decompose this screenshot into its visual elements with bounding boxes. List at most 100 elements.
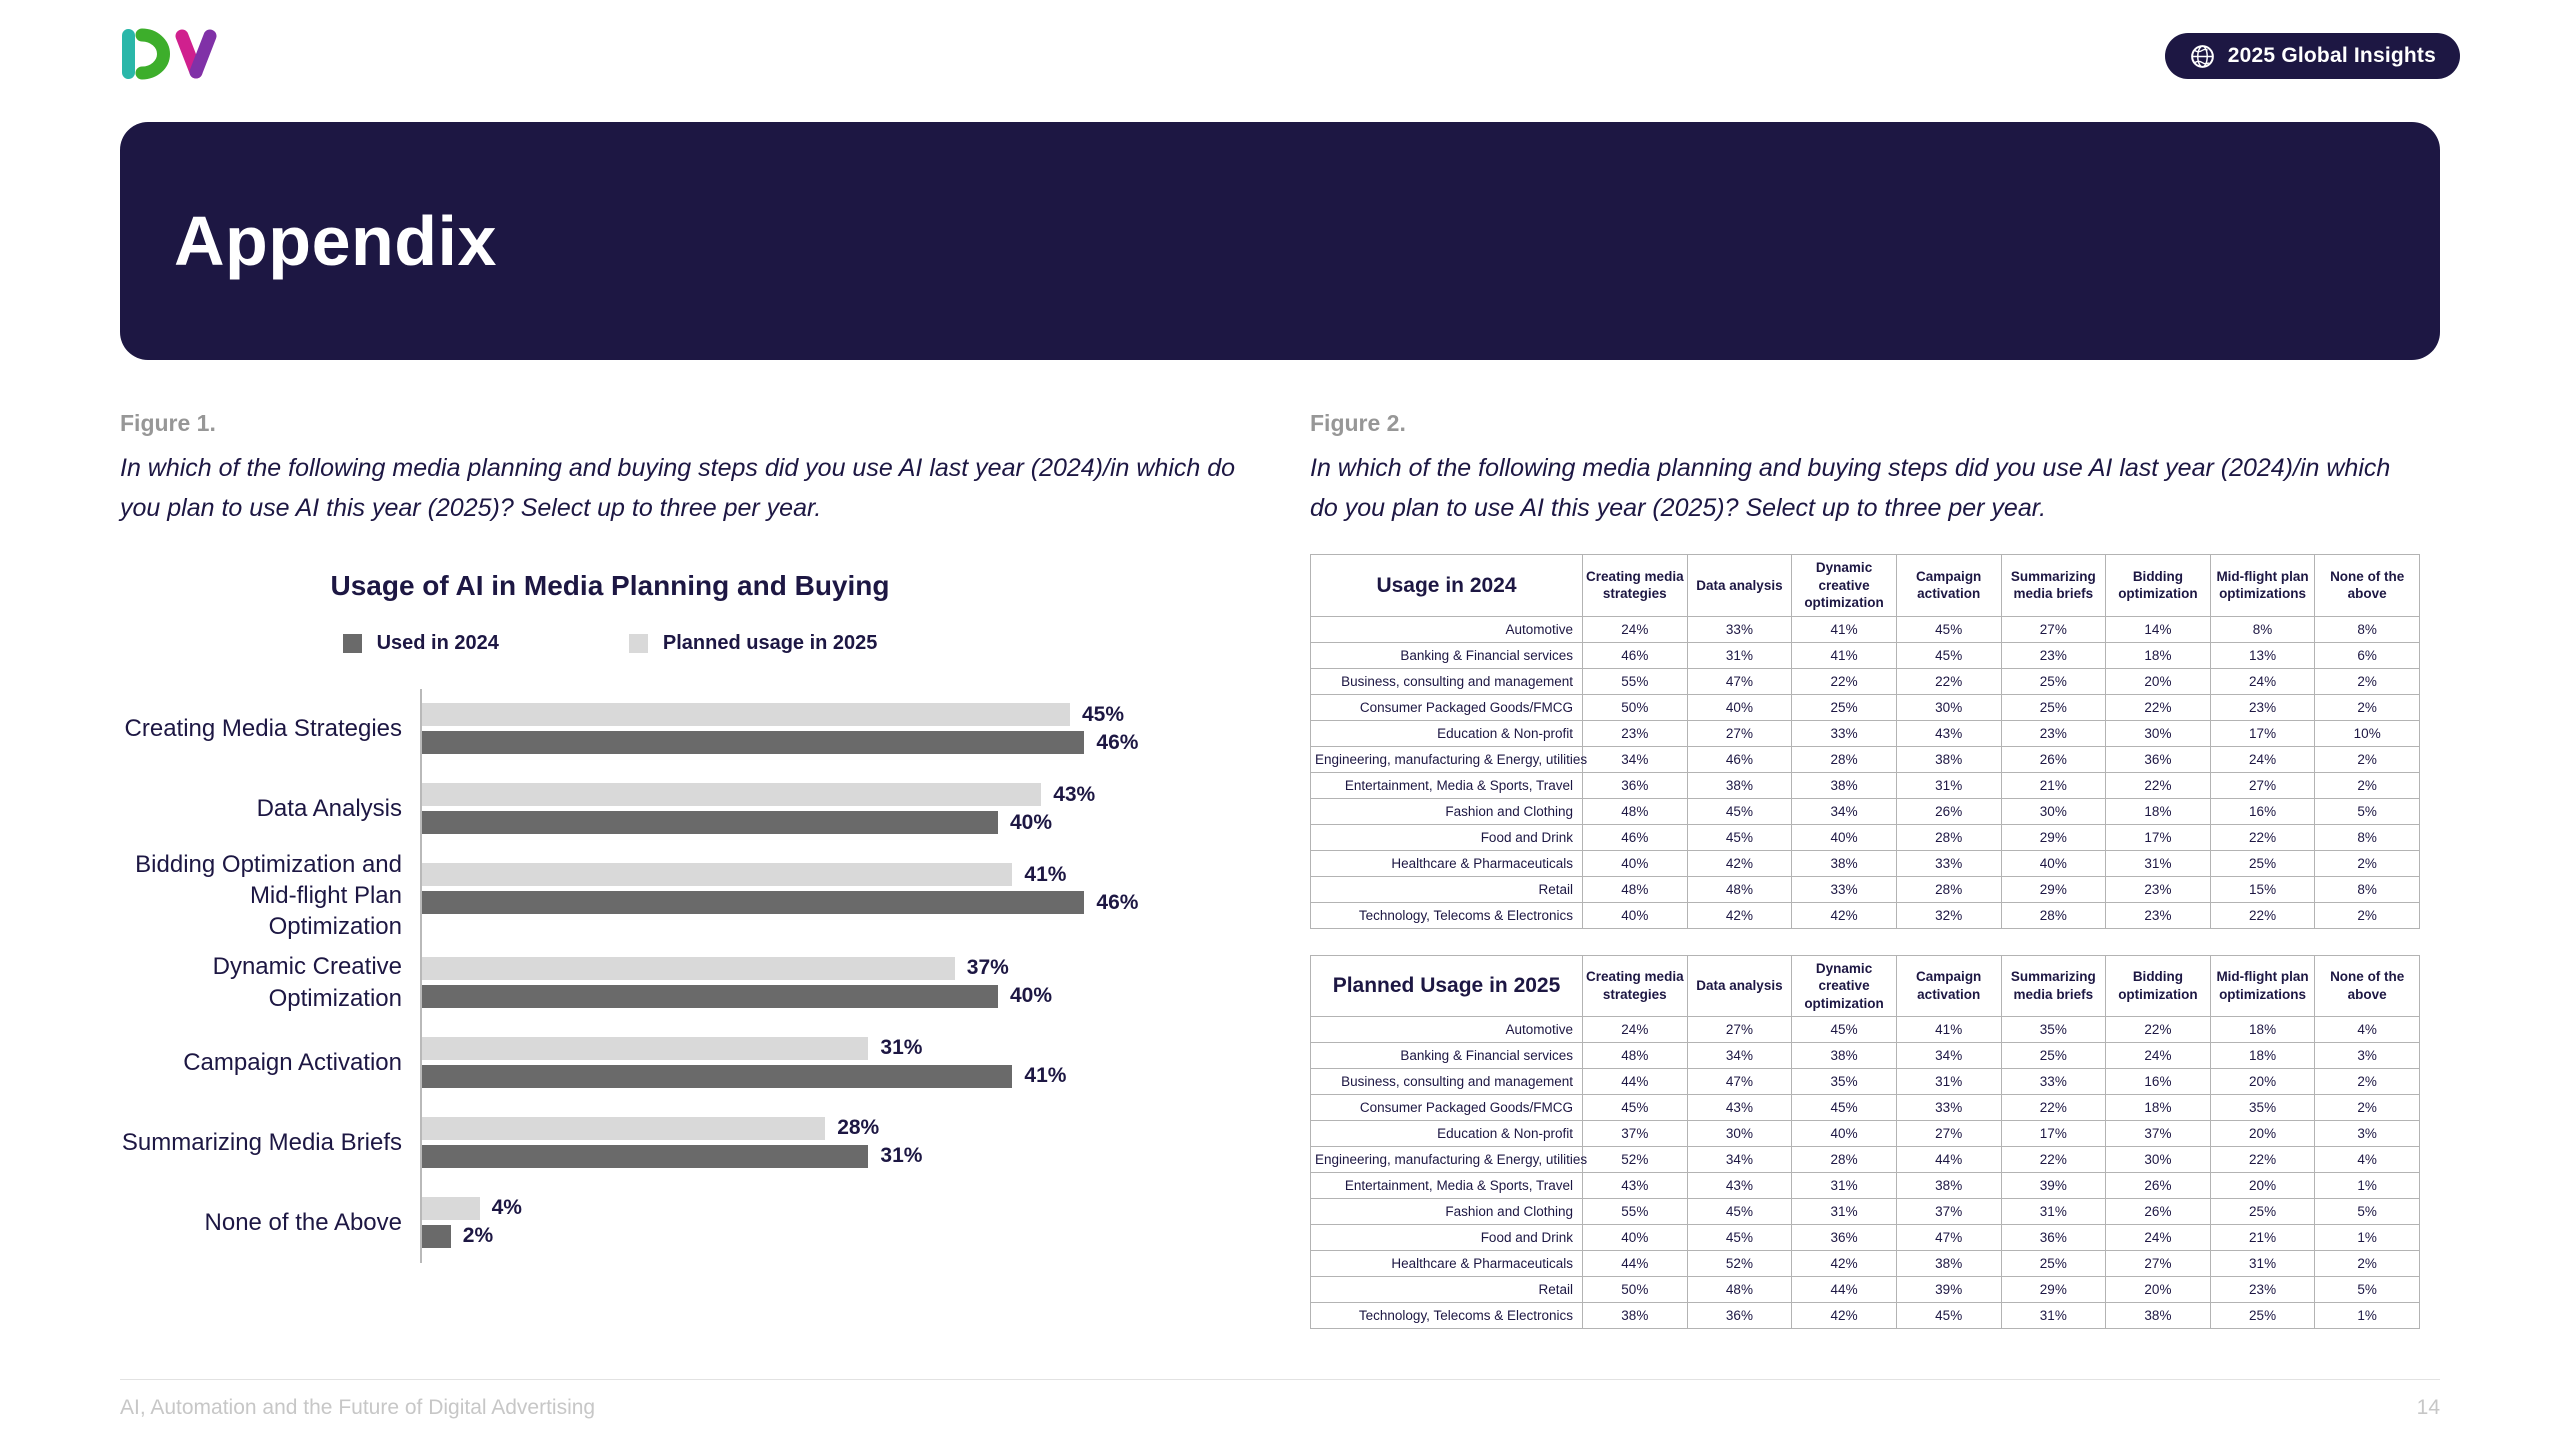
chart-bar xyxy=(422,731,1085,754)
table-cell: 18% xyxy=(2209,1042,2316,1070)
table-cell: 38% xyxy=(1791,771,1897,799)
table-row-label: Banking & Financial services xyxy=(1310,1042,1583,1070)
table-cell: 33% xyxy=(1686,615,1793,643)
table-cell: 30% xyxy=(2105,719,2211,747)
table-cell: 43% xyxy=(1582,1172,1688,1200)
table-cell: 55% xyxy=(1582,1198,1688,1226)
table-cell: 41% xyxy=(1791,615,1897,643)
table-column-header: Creating media strategies xyxy=(1582,554,1688,617)
table-row: Business, consulting and management 55% 47… xyxy=(1310,667,2420,695)
table-column-header: Dynamic creative optimization xyxy=(1791,954,1897,1018)
table-cell: 23% xyxy=(2105,901,2211,929)
table-cell: 36% xyxy=(2105,745,2211,773)
table-cell: 24% xyxy=(2209,745,2316,773)
table-row: Banking & Financial services 48% 34% 38% 34%… xyxy=(1310,1042,2420,1070)
chart-bar-value: 46% xyxy=(1096,890,1139,914)
table-cell: 33% xyxy=(2000,1068,2107,1096)
table-cell: 20% xyxy=(2105,1276,2211,1304)
table-column-header: Bidding optimization xyxy=(2105,554,2211,617)
table-cell: 8% xyxy=(2314,875,2420,903)
table-cell: 22% xyxy=(1895,667,2002,695)
table-cell: 8% xyxy=(2314,615,2420,643)
table-row: Entertainment, Media & Sports, Travel 43%… xyxy=(1310,1172,2420,1200)
table-cell: 47% xyxy=(1686,667,1793,695)
table-row: Food and Drink 46% 45% 40% 28% 29% 17% 22% 8% xyxy=(1310,823,2420,851)
table-cell: 45% xyxy=(1582,1094,1688,1122)
chart-category-label: Creating Media Strategies xyxy=(120,689,420,769)
chart-bar-line: 41% xyxy=(422,863,1252,886)
badge-label: 2025 Global Insights xyxy=(2227,44,2436,67)
table-column-header: Dynamic creative optimization xyxy=(1791,554,1897,617)
table-cell: 28% xyxy=(2000,901,2107,929)
table-cell: 18% xyxy=(2105,641,2211,669)
table-cell: 45% xyxy=(1791,1094,1897,1122)
chart-bar-line: 31% xyxy=(422,1144,1252,1168)
table-cell: 40% xyxy=(1686,693,1793,721)
chart-category-label-line: None of the Above xyxy=(204,1208,402,1236)
table-row: Education & Non-profit 37% 30% 40% 27% 17% 37%… xyxy=(1310,1120,2420,1148)
page-header: 2025 Global Insights xyxy=(0,0,2560,86)
page-number: 14 xyxy=(2416,1396,2440,1419)
table-cell: 25% xyxy=(2209,1302,2316,1330)
chart-bar-value: 41% xyxy=(1024,862,1067,886)
table-cell: 42% xyxy=(1686,849,1793,877)
table-cell: 22% xyxy=(2105,693,2211,721)
table-cell: 35% xyxy=(2209,1094,2316,1122)
table-cell: 31% xyxy=(2000,1302,2107,1330)
table-cell: 50% xyxy=(1582,693,1688,721)
chart-bar-value: 2% xyxy=(462,1224,494,1248)
table-cell: 16% xyxy=(2105,1068,2211,1096)
table-cell: 52% xyxy=(1582,1146,1688,1174)
figure2-label: Figure 2. xyxy=(1310,410,1406,436)
table-row: Fashion and Clothing 55% 45% 31% 37% 31% 26% 25… xyxy=(1310,1198,2420,1226)
chart-category-label: Bidding Optimization and Mid-flight Plan … xyxy=(120,849,420,943)
content: Figure 1. In which of the following medi… xyxy=(120,410,2440,1330)
page-footer: AI, Automation and the Future of Digital… xyxy=(120,1379,2440,1420)
table-cell: 15% xyxy=(2209,875,2316,903)
table-cell: 23% xyxy=(1582,719,1688,747)
table-cell: 44% xyxy=(1791,1276,1897,1304)
dv-logo xyxy=(120,26,224,87)
table-cell: 33% xyxy=(1791,719,1897,747)
chart-bar-line: 28% xyxy=(422,1116,1252,1140)
table-title: Planned Usage in 2025 xyxy=(1310,954,1583,1018)
table-cell: 21% xyxy=(2209,1224,2316,1252)
table-cell: 43% xyxy=(1895,719,2002,747)
table-cell: 55% xyxy=(1582,667,1688,695)
table-cell: 40% xyxy=(2000,849,2107,877)
chart-bar xyxy=(422,956,955,980)
table-row: Food and Drink 40% 45% 36% 47% 36% 24% 21% 1% xyxy=(1310,1224,2420,1252)
table-cell: 22% xyxy=(2105,771,2211,799)
table-cell: 43% xyxy=(1686,1094,1793,1122)
chart-bar xyxy=(422,1064,1013,1088)
table-cell: 25% xyxy=(2000,693,2107,721)
table-row-label: Food and Drink xyxy=(1310,823,1583,851)
figure1-column: Figure 1. In which of the following medi… xyxy=(120,410,1252,1329)
chart-bar xyxy=(422,703,1070,726)
table-cell: 42% xyxy=(1791,1250,1897,1278)
table-column-header: Campaign activation xyxy=(1895,954,2002,1018)
table-row: Automotive 24% 27% 45% 41% 35% 22% 18% 4% xyxy=(1310,1016,2420,1044)
table-cell: 5% xyxy=(2314,797,2420,825)
table-cell: 34% xyxy=(1791,797,1897,825)
table-row: Fashion and Clothing 48% 45% 34% 26% 30% 18% 16… xyxy=(1310,797,2420,825)
table-cell: 36% xyxy=(1686,1302,1793,1330)
table-cell: 2% xyxy=(2314,667,2420,695)
table-cell: 27% xyxy=(2105,1250,2211,1278)
table-cell: 34% xyxy=(1895,1042,2002,1070)
chart-bar-group: 4% 2% xyxy=(420,1182,1252,1263)
chart-bar-line: 31% xyxy=(422,1036,1252,1060)
table-cell: 20% xyxy=(2209,1172,2316,1200)
chart-bar-line: 4% xyxy=(422,1196,1252,1220)
chart-bar-line: 46% xyxy=(422,731,1252,754)
page-title: Appendix xyxy=(174,202,497,280)
table-row: Entertainment, Media & Sports, Travel 36%… xyxy=(1310,771,2420,799)
table-row-label: Banking & Financial services xyxy=(1310,641,1583,669)
table-row-label: Retail xyxy=(1310,875,1583,903)
chart-bar-value: 37% xyxy=(966,956,1009,980)
table-cell: 40% xyxy=(1582,849,1688,877)
table-row: Retail 50% 48% 44% 39% 29% 20% 23% 5% xyxy=(1310,1276,2420,1304)
table-cell: 31% xyxy=(1686,641,1793,669)
table-row-label: Automotive xyxy=(1310,615,1583,643)
chart-bar-group: 41% 46% xyxy=(420,849,1252,943)
